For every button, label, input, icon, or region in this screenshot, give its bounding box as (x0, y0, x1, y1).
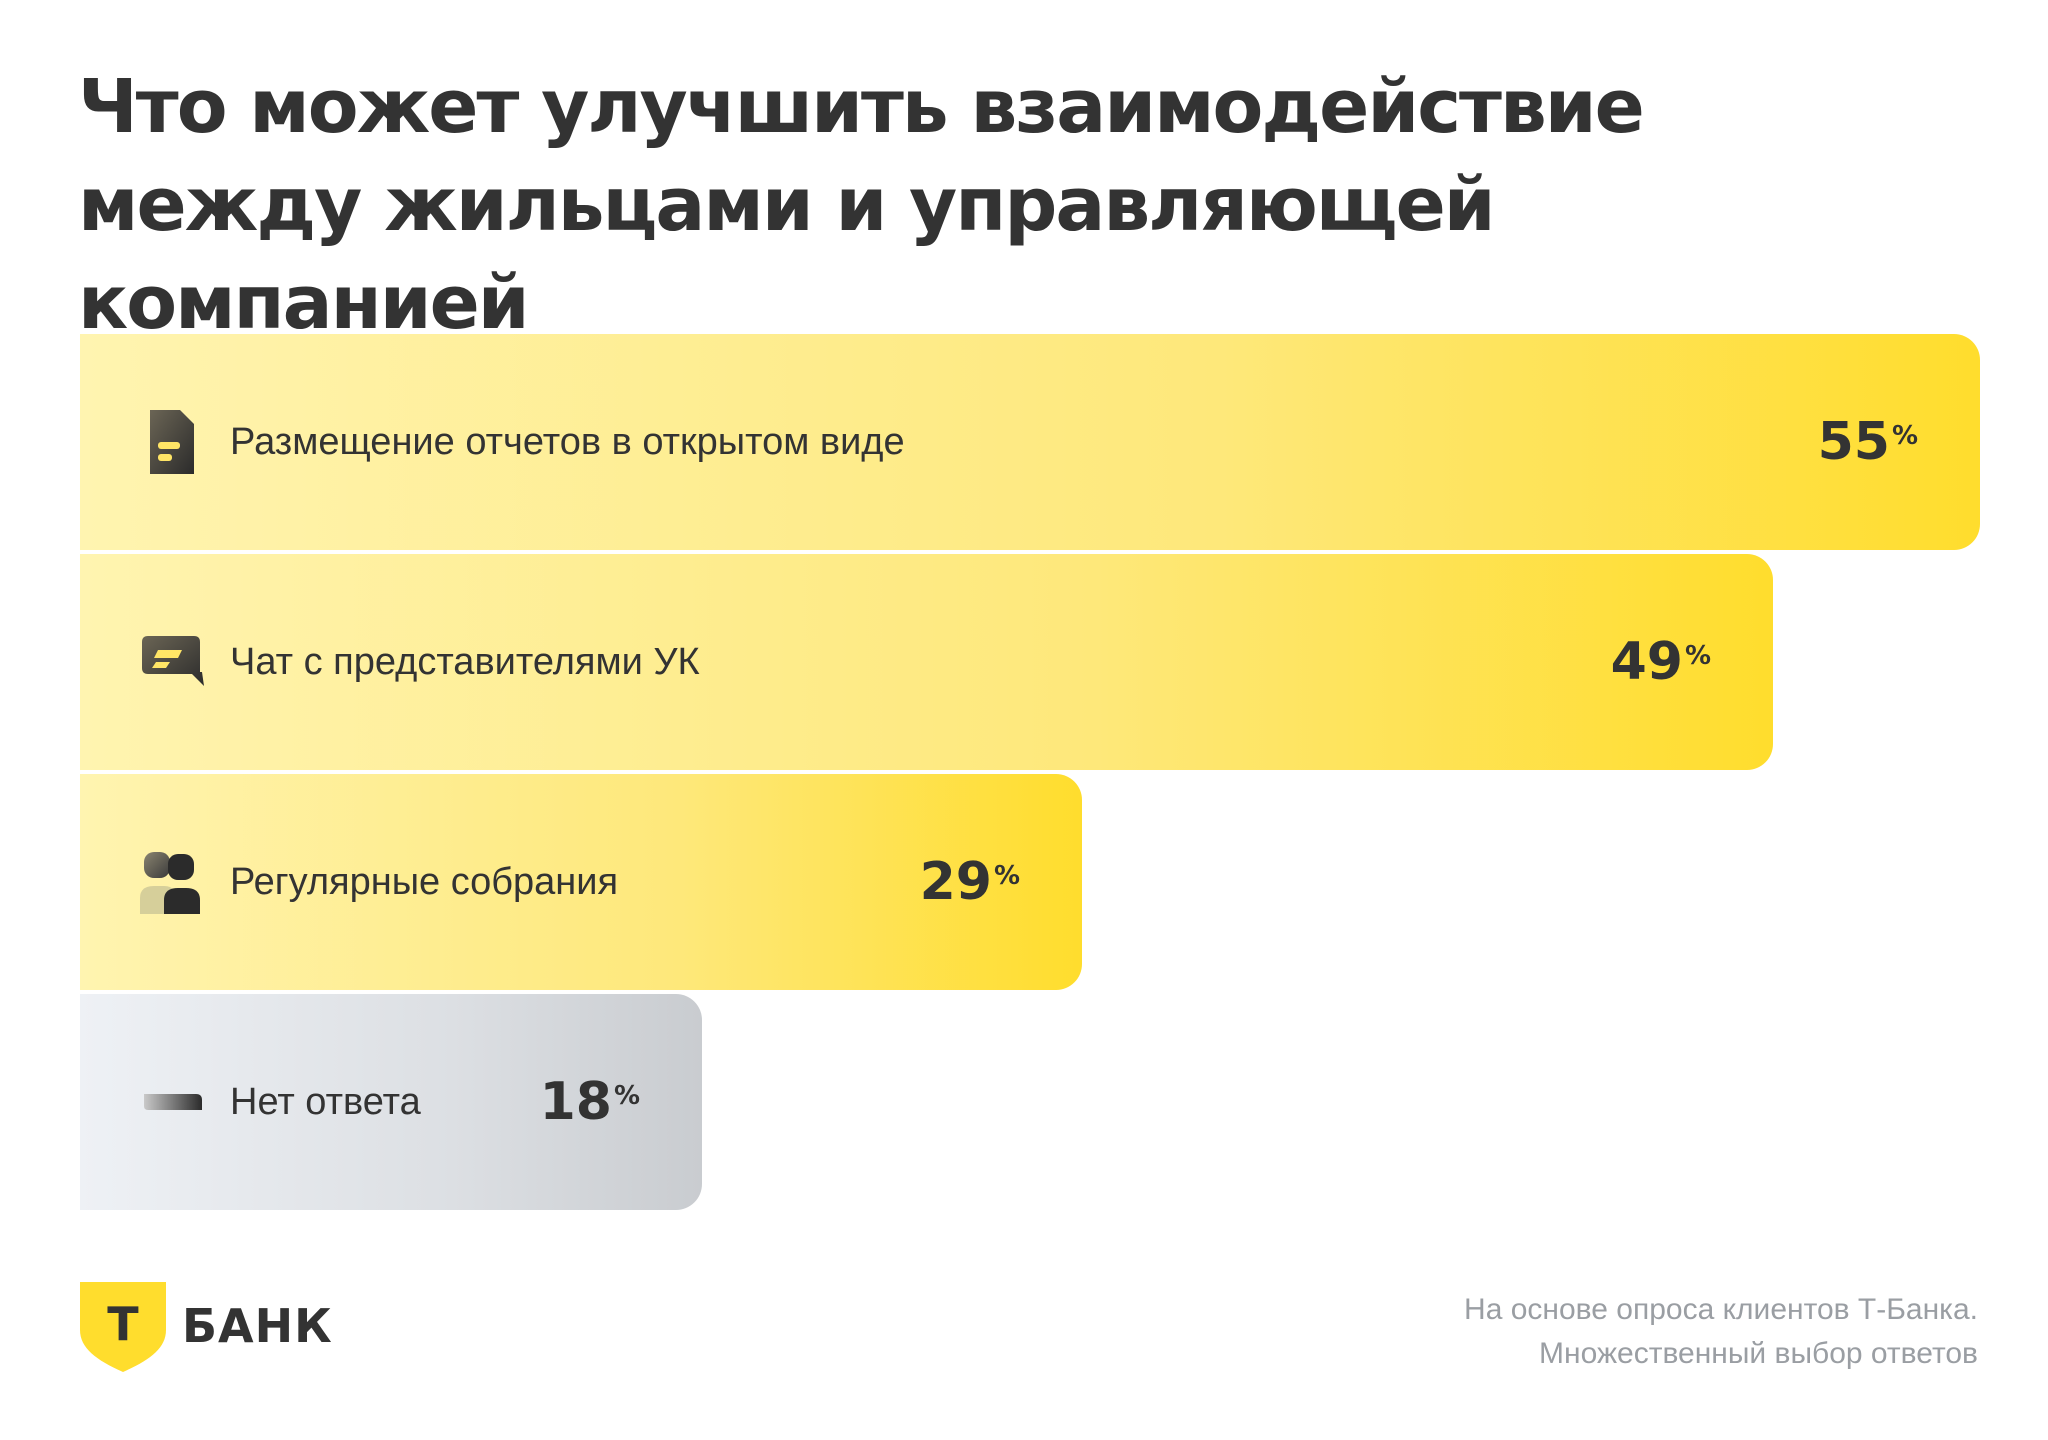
document-icon (138, 408, 206, 476)
footnote-line-2: Множественный выбор ответов (1539, 1337, 1978, 1370)
logo-letter: Т (107, 1297, 139, 1351)
bar-value: 29% (920, 850, 1020, 914)
shield-icon: Т (80, 1282, 166, 1372)
bar-label: Нет ответа (230, 1081, 421, 1123)
bar-value: 18% (540, 1070, 640, 1134)
footnote: На основе опроса клиентов Т-Банка. Множе… (1464, 1288, 1978, 1376)
bar-value-suffix: % (993, 861, 1020, 891)
bar-value-suffix: % (613, 1081, 640, 1111)
people-icon (138, 848, 206, 916)
dash-icon (138, 1068, 206, 1136)
bar-3: Регулярные собрания 29% (80, 774, 1082, 990)
tbank-logo: Т БАНК (80, 1282, 380, 1372)
bar-value-suffix: % (1891, 421, 1918, 451)
bar-label: Размещение отчетов в открытом виде (230, 421, 905, 463)
bar-value-number: 18 (539, 1072, 612, 1132)
page-title: Что может улучшить взаимодействие между … (78, 64, 1645, 346)
footnote-line-1: На основе опроса клиентов Т-Банка. (1464, 1293, 1978, 1326)
bar-2: Чат с представителями УК 49% (80, 554, 1773, 770)
logo-text: БАНК (182, 1299, 333, 1353)
bar-value-number: 29 (919, 852, 992, 912)
bar-value: 49% (1611, 630, 1711, 694)
bar-1: Размещение отчетов в открытом виде 55% (80, 334, 1980, 550)
bar-4: Нет ответа 18% (80, 994, 702, 1210)
bar-value-number: 49 (1610, 632, 1683, 692)
bar-label: Регулярные собрания (230, 861, 619, 903)
chat-icon (138, 628, 206, 696)
bar-label: Чат с представителями УК (230, 641, 700, 683)
bar-value-number: 55 (1817, 412, 1890, 472)
bar-value: 55% (1818, 410, 1918, 474)
bar-value-suffix: % (1684, 641, 1711, 671)
